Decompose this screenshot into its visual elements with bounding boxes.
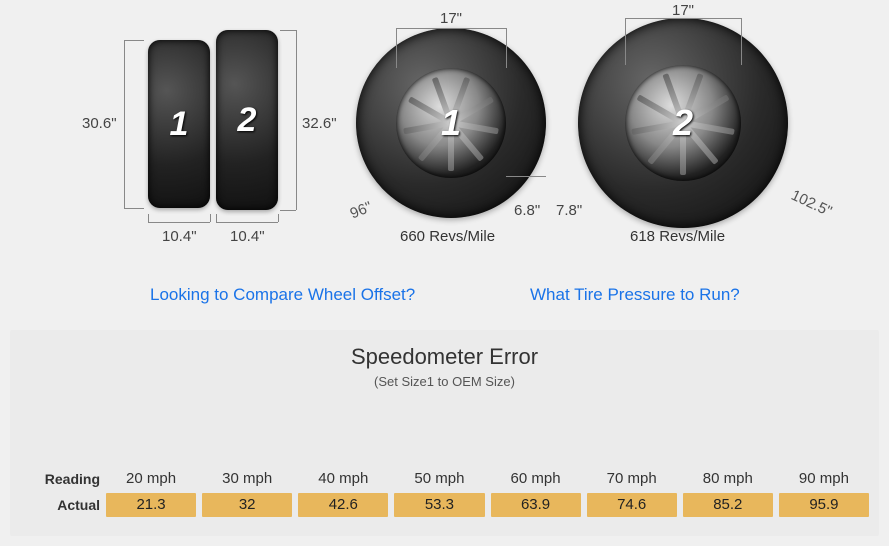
actual-cell: 85.2: [683, 493, 773, 517]
wheel-2-label: 2: [673, 102, 693, 144]
compare-offset-link[interactable]: Looking to Compare Wheel Offset?: [150, 285, 415, 305]
tread-1-label: 1: [170, 105, 189, 144]
reading-cell: 90 mph: [779, 467, 869, 491]
actual-cell: 21.3: [106, 493, 196, 517]
wheel1-revs: 660 Revs/Mile: [400, 228, 495, 245]
tread2-width-label: 10.4": [230, 228, 265, 245]
actual-cell: 42.6: [298, 493, 388, 517]
reading-cell: 70 mph: [587, 467, 677, 491]
speedometer-subtitle: (Set Size1 to OEM Size): [10, 374, 879, 389]
tread1-width-label: 10.4": [162, 228, 197, 245]
reading-cell: 20 mph: [106, 467, 196, 491]
wheel2-rim-label: 17": [672, 2, 694, 19]
tread-2: 2: [216, 30, 278, 210]
reading-cell: 60 mph: [491, 467, 581, 491]
bracket-tread1-height: [124, 40, 125, 208]
speedometer-title: Speedometer Error: [10, 344, 879, 370]
actual-cell: 95.9: [779, 493, 869, 517]
tread2-height-label: 32.6": [302, 115, 337, 132]
actual-row-label: Actual: [20, 497, 106, 513]
bracket-tread2-height: [296, 30, 297, 210]
tread-2-label: 2: [238, 101, 257, 140]
wheel2-sidewall-label: 7.8": [556, 202, 582, 219]
actual-cells: 21.3 32 42.6 53.3 63.9 74.6 85.2 95.9: [106, 493, 869, 517]
speedo-reading-row: Reading 20 mph 30 mph 40 mph 50 mph 60 m…: [20, 466, 869, 492]
speedometer-table: Reading 20 mph 30 mph 40 mph 50 mph 60 m…: [20, 466, 869, 518]
wheel1-rim-label: 17": [440, 10, 462, 27]
tread1-height-label: 30.6": [82, 115, 117, 132]
wheel2-circumference-label: 102.5": [788, 187, 834, 221]
actual-cell: 32: [202, 493, 292, 517]
wheel2-revs: 618 Revs/Mile: [630, 228, 725, 245]
wheel-1-label: 1: [441, 102, 461, 144]
reading-cell: 40 mph: [298, 467, 388, 491]
reading-cells: 20 mph 30 mph 40 mph 50 mph 60 mph 70 mp…: [106, 467, 869, 491]
wheel-1: 1: [356, 28, 546, 218]
actual-cell: 53.3: [394, 493, 484, 517]
actual-cell: 74.6: [587, 493, 677, 517]
reading-row-label: Reading: [20, 471, 106, 487]
reading-cell: 30 mph: [202, 467, 292, 491]
tire-comparison-canvas: 1 2 30.6" 32.6" 10.4" 10.4" 1: [0, 0, 889, 546]
tire-pressure-link[interactable]: What Tire Pressure to Run?: [530, 285, 740, 305]
tread-1: 1: [148, 40, 210, 208]
wheel-2: 2: [578, 18, 788, 228]
reading-cell: 50 mph: [394, 467, 484, 491]
wheel1-sidewall-label: 6.8": [514, 202, 540, 219]
actual-cell: 63.9: [491, 493, 581, 517]
reading-cell: 80 mph: [683, 467, 773, 491]
speedo-actual-row: Actual 21.3 32 42.6 53.3 63.9 74.6 85.2 …: [20, 492, 869, 518]
wheel1-circumference-label: 96": [348, 198, 375, 222]
speedometer-error-section: Speedometer Error (Set Size1 to OEM Size…: [10, 330, 879, 536]
